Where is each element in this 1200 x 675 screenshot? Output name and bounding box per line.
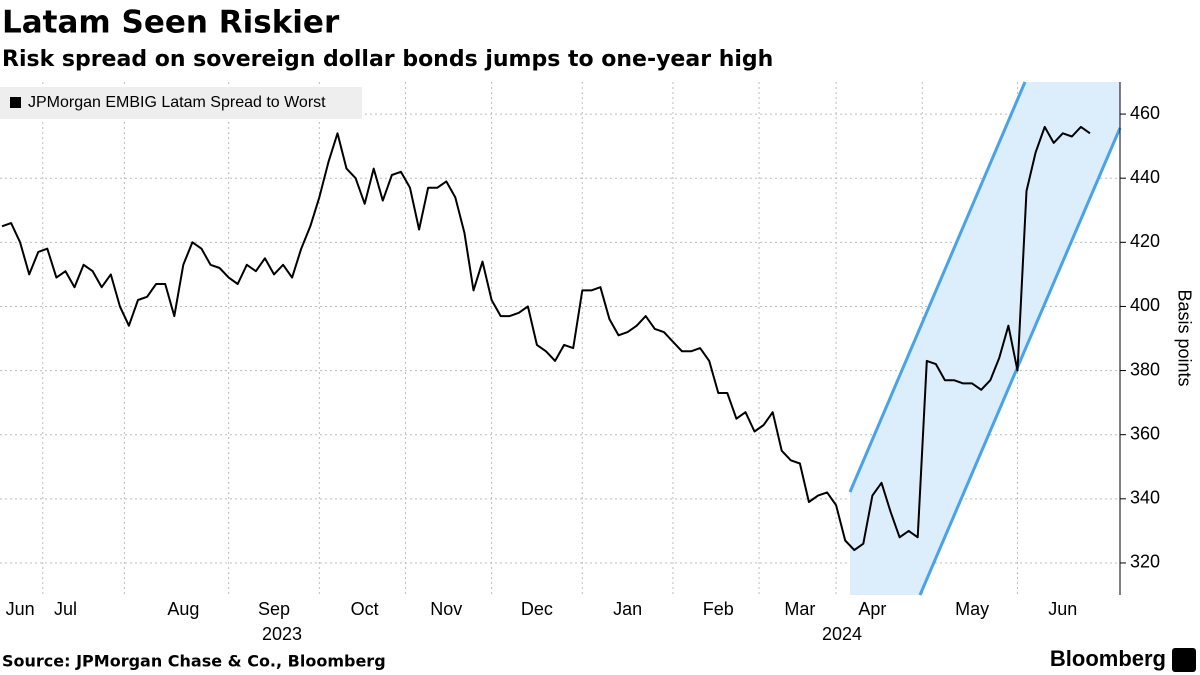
legend-label: JPMorgan EMBIG Latam Spread to Worst: [28, 94, 326, 111]
x-tick-label: Feb: [703, 599, 734, 619]
y-tick-label: 380: [1130, 359, 1160, 379]
y-tick-label: 420: [1130, 231, 1160, 251]
y-axis-label: Basis points: [1174, 289, 1194, 386]
x-tick-label: Oct: [351, 599, 379, 619]
y-tick-label: 460: [1130, 103, 1160, 123]
x-tick-label: Sep: [258, 599, 290, 619]
x-tick-label: Jun: [6, 599, 35, 619]
series-line: [1, 125, 1091, 552]
y-tick-label: 360: [1130, 423, 1160, 443]
chart-subtitle: Risk spread on sovereign dollar bonds ju…: [2, 47, 773, 72]
x-tick-label: Mar: [784, 599, 815, 619]
legend-swatch: [10, 97, 21, 108]
x-tick-label: Aug: [167, 599, 199, 619]
y-tick-label: 340: [1130, 488, 1160, 508]
source: Source: JPMorgan Chase & Co., Bloomberg: [2, 652, 386, 671]
x-group-label: 2024: [822, 624, 862, 644]
channel-lower: [918, 127, 1122, 596]
x-tick-label: Dec: [521, 599, 553, 619]
y-tick-label: 320: [1130, 552, 1160, 572]
x-tick-label: Apr: [858, 599, 886, 619]
x-tick-label: Jan: [613, 599, 642, 619]
x-tick-label: May: [955, 599, 989, 619]
x-tick-label: Nov: [430, 599, 462, 619]
channel-upper: [848, 81, 1027, 493]
y-tick-label: 400: [1130, 295, 1160, 315]
channel-fill: [850, 82, 1120, 595]
chart-title: Latam Seen Riskier: [2, 5, 340, 41]
x-group-label: 2023: [262, 624, 302, 644]
brand: Bloomberg: [1050, 646, 1166, 671]
x-tick-label: Jun: [1048, 599, 1077, 619]
x-tick-label: Jul: [54, 599, 77, 619]
legend-box: [0, 87, 362, 119]
y-tick-label: 440: [1130, 167, 1160, 187]
brand-icon: [1172, 648, 1196, 672]
